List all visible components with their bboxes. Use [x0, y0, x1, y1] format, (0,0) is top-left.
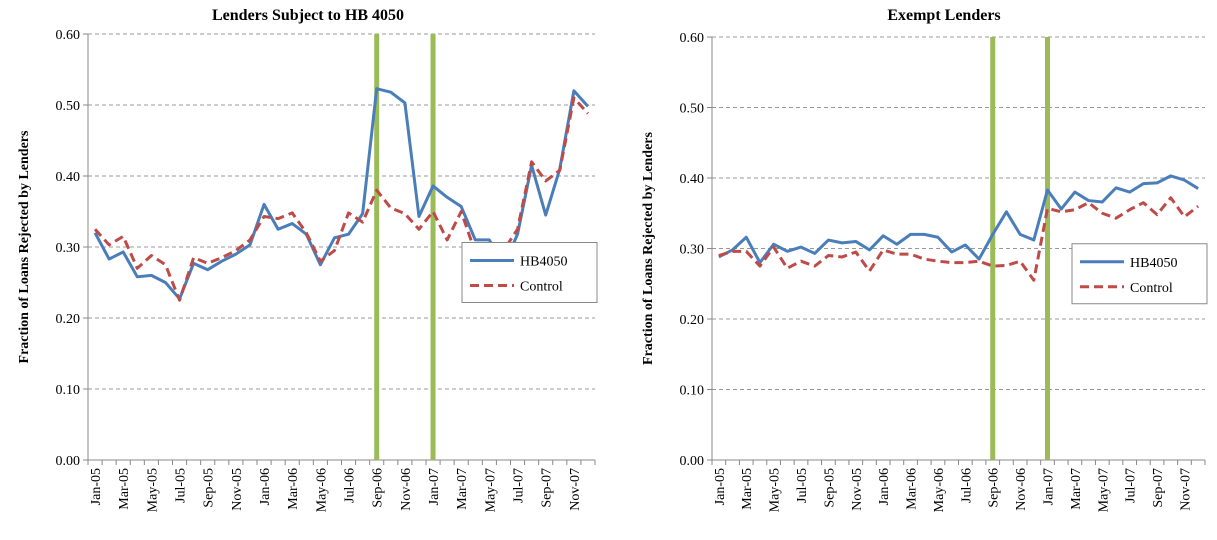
- x-tick-label: Sep-07: [1151, 468, 1166, 508]
- data-line: [718, 196, 1200, 282]
- x-tick-label: Nov-07: [1178, 468, 1193, 511]
- x-tick-label: Nov-05: [230, 468, 245, 511]
- y-tick-label: 0.30: [56, 241, 81, 256]
- y-tick-label: 0.60: [680, 31, 705, 46]
- x-tick-label: Mar-06: [286, 468, 301, 510]
- x-tick-label: Jan-06: [877, 468, 892, 505]
- legend-box: [1071, 243, 1208, 305]
- legend-label: HB4050: [1130, 256, 1177, 271]
- y-tick-label: 0.50: [680, 102, 705, 117]
- y-tick-label: 0.50: [56, 99, 81, 114]
- x-tick-label: May-06: [932, 468, 947, 512]
- legend-label: Control: [520, 280, 563, 295]
- x-tick-label: Mar-05: [117, 468, 132, 510]
- y-axis-title: Fraction of Loans Rejected by Lenders: [641, 131, 656, 364]
- y-tick-label: 0.00: [56, 454, 81, 469]
- y-tick-label: 0.20: [56, 312, 81, 327]
- y-tick-label: 0.00: [680, 454, 705, 469]
- x-tick-label: May-05: [768, 468, 783, 512]
- legend-box: [461, 242, 598, 303]
- chart-title: Lenders Subject to HB 4050: [212, 7, 404, 24]
- y-tick-label: 0.60: [56, 28, 81, 43]
- x-tick-label: Jan-07: [1042, 468, 1057, 505]
- legend-label: HB4050: [520, 255, 567, 270]
- x-tick-label: Mar-06: [905, 468, 920, 510]
- x-tick-label: Jul-07: [1124, 468, 1139, 503]
- data-line: [93, 96, 590, 302]
- y-axis-title: Fraction of Loans Rejected by Lenders: [17, 130, 32, 363]
- x-tick-label: Nov-07: [568, 468, 583, 511]
- x-tick-label: Jan-07: [427, 468, 442, 505]
- x-tick-label: May-05: [145, 468, 160, 512]
- legend-label: Control: [1130, 281, 1173, 296]
- x-tick-label: Mar-07: [1069, 468, 1084, 510]
- x-tick-label: Nov-05: [850, 468, 865, 511]
- y-tick-label: 0.10: [56, 383, 81, 398]
- y-tick-label: 0.20: [680, 313, 705, 328]
- y-tick-label: 0.10: [680, 384, 705, 399]
- x-tick-label: May-06: [314, 468, 329, 512]
- x-tick-label: Mar-05: [740, 468, 755, 510]
- x-tick-label: Jul-05: [795, 468, 810, 503]
- x-tick-label: Jul-07: [512, 468, 527, 503]
- x-tick-label: Nov-06: [1014, 468, 1029, 511]
- y-tick-label: 0.40: [680, 172, 705, 187]
- x-tick-label: Jan-05: [713, 468, 728, 505]
- x-tick-label: Jul-06: [343, 468, 358, 503]
- x-tick-label: Jul-06: [959, 468, 974, 503]
- x-tick-label: Nov-06: [399, 468, 414, 511]
- x-tick-label: Sep-05: [822, 468, 837, 508]
- x-tick-label: May-07: [483, 468, 498, 512]
- chart-title: Exempt Lenders: [887, 7, 1000, 24]
- y-tick-label: 0.40: [56, 170, 81, 185]
- data-line: [718, 174, 1199, 265]
- x-tick-label: May-07: [1096, 468, 1111, 512]
- x-tick-label: Sep-05: [202, 468, 217, 508]
- x-tick-label: Jul-05: [174, 468, 189, 503]
- x-tick-label: Sep-06: [987, 468, 1002, 508]
- x-tick-label: Sep-07: [540, 468, 555, 508]
- y-tick-label: 0.30: [680, 243, 705, 258]
- x-tick-label: Mar-07: [455, 468, 470, 510]
- x-tick-label: Jan-06: [258, 468, 273, 505]
- x-tick-label: Sep-06: [371, 468, 386, 508]
- x-tick-label: Jan-05: [89, 468, 104, 505]
